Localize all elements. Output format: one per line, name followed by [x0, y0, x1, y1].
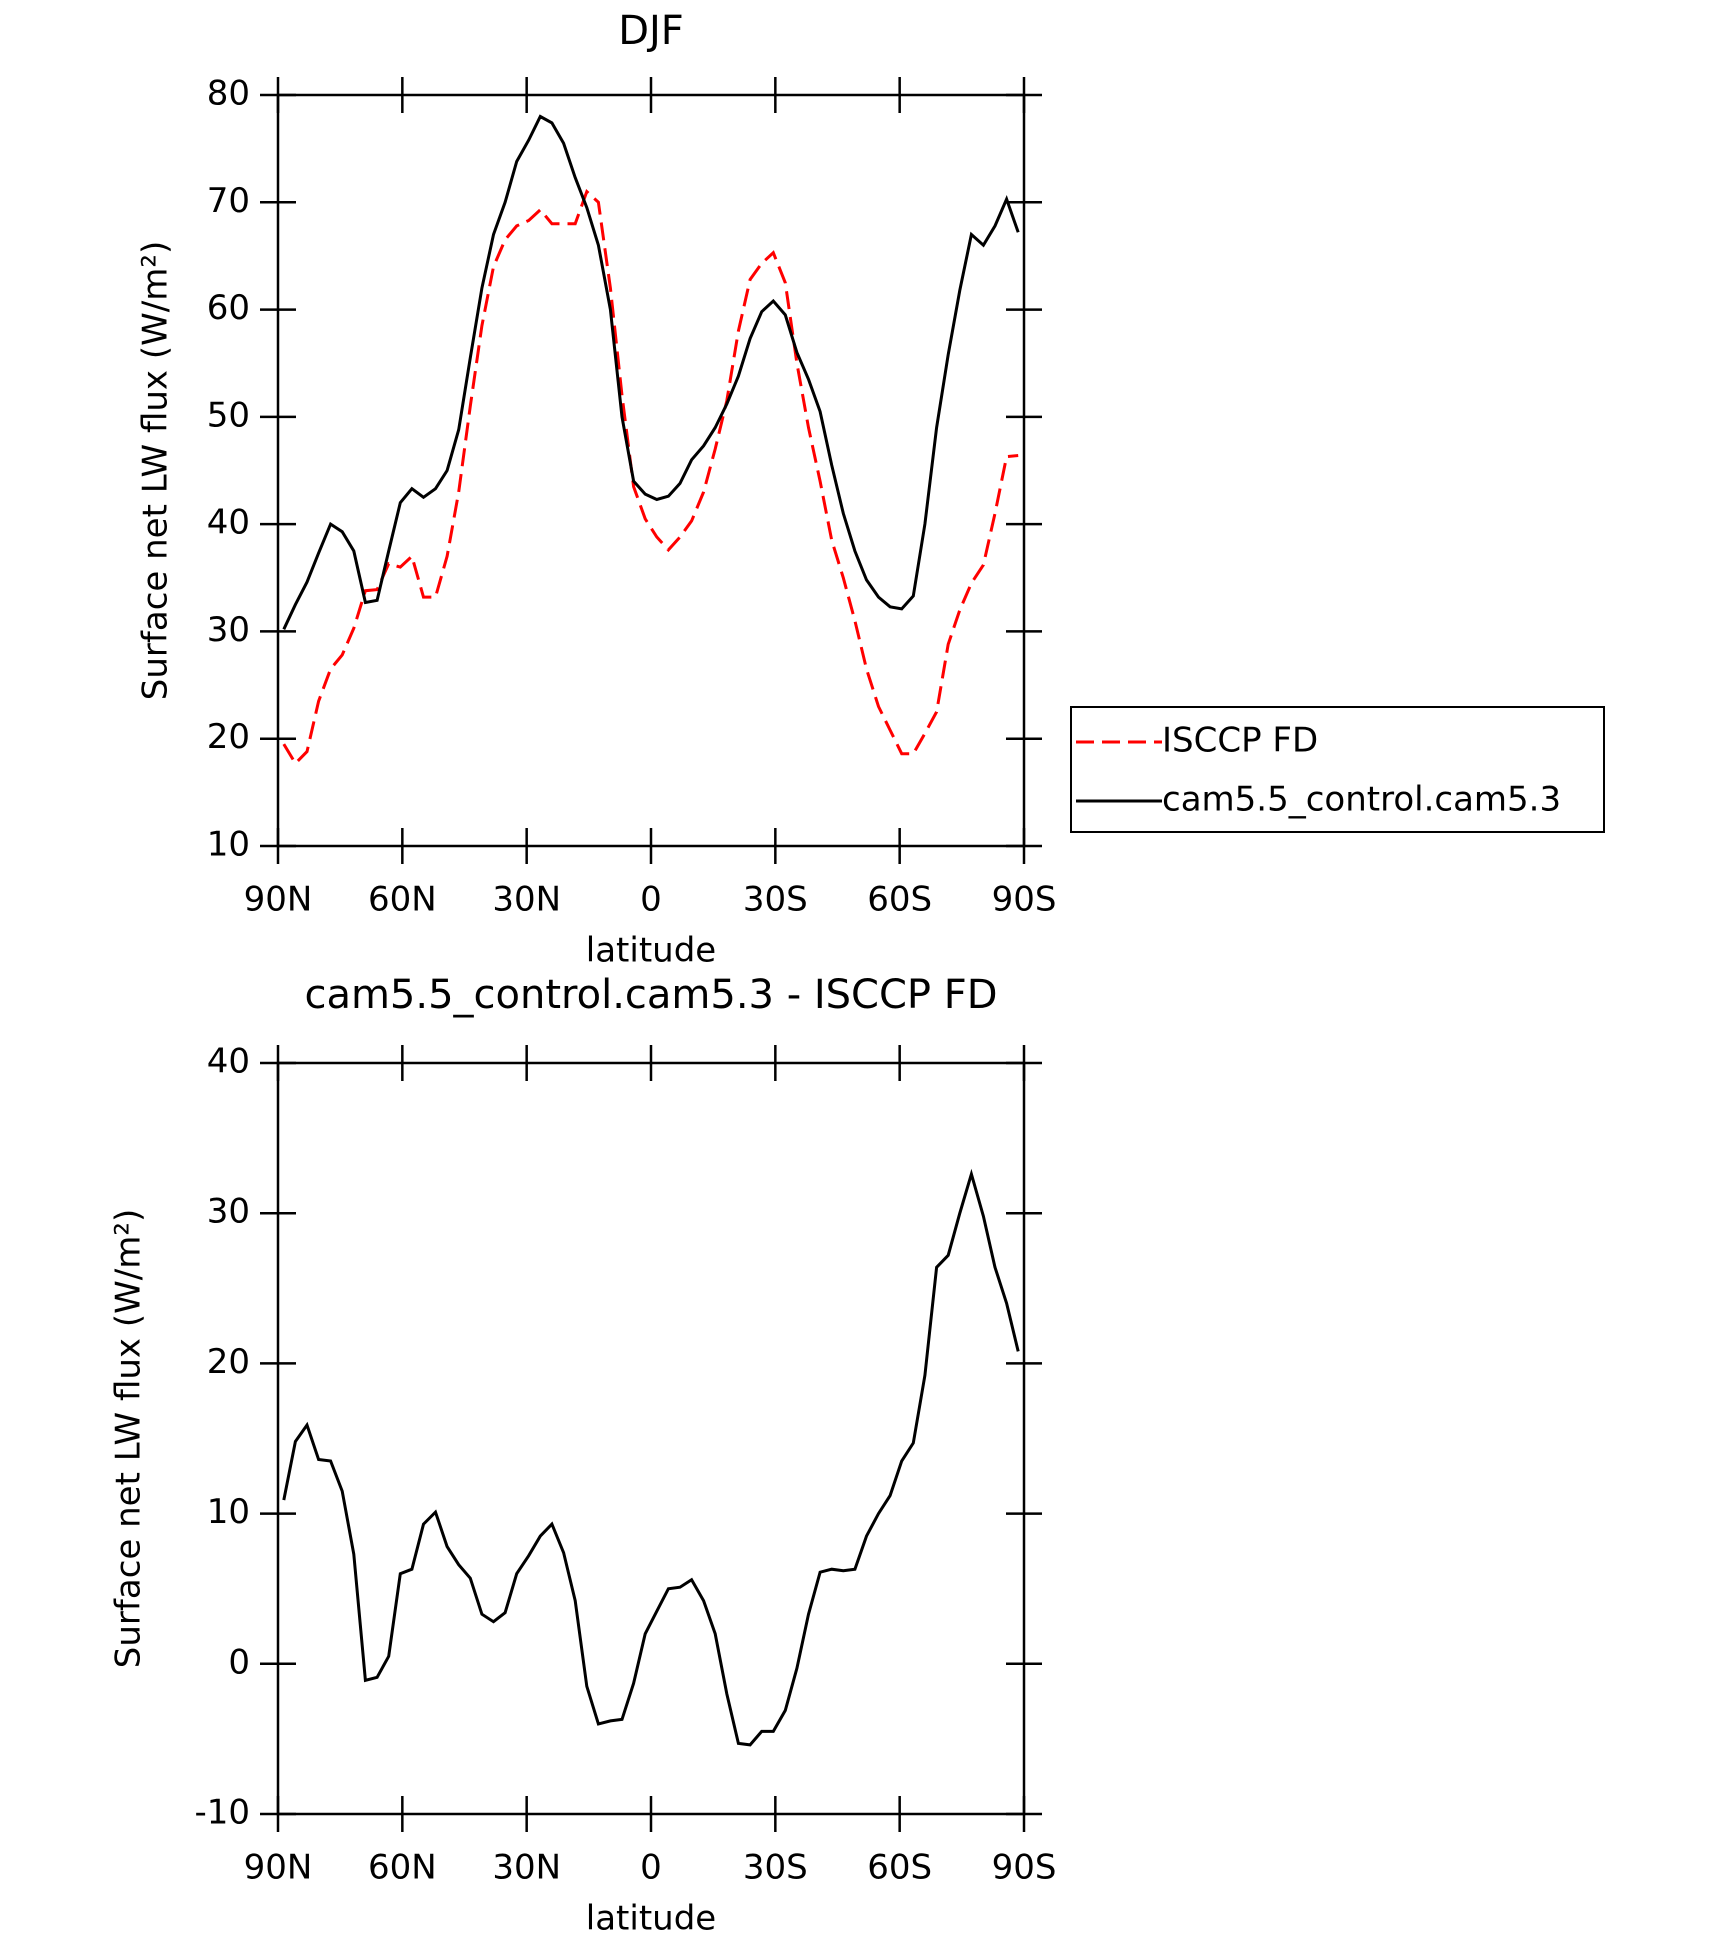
plot-frame	[276, 93, 1026, 848]
x-tick-label: 60N	[368, 1848, 437, 1888]
x-tick-label: 90N	[244, 1848, 313, 1888]
y-tick-label: -10	[194, 1793, 250, 1833]
y-tick-label: 50	[207, 395, 250, 435]
x-tick-label: 30S	[743, 880, 808, 920]
x-tick-label: 60S	[867, 880, 932, 920]
x-tick-label: 60N	[368, 880, 437, 920]
x-tick-label: 90S	[992, 880, 1057, 920]
legend-label: cam5.5_control.cam5.3	[1162, 780, 1561, 820]
data-line	[282, 114, 1020, 630]
data-line	[282, 188, 1019, 766]
x-tick-label: 30N	[492, 1848, 561, 1888]
y-tick-label: 30	[207, 610, 250, 650]
y-axis-label: Surface net LW flux (W/m²)	[109, 1209, 149, 1668]
y-tick-label: 70	[207, 181, 250, 221]
data-line	[282, 1168, 1020, 1747]
plot-frame	[276, 1061, 1026, 1816]
x-tick-label: 60S	[867, 1848, 932, 1888]
x-tick-label: 30N	[492, 880, 561, 920]
x-axis-label: latitude	[586, 931, 716, 971]
legend-box	[1070, 706, 1605, 833]
x-tick-label: 0	[640, 1848, 662, 1888]
x-axis-label: latitude	[586, 1899, 716, 1939]
chart-title: cam5.5_control.cam5.3 - ISCCP FD	[304, 972, 997, 1018]
x-tick-label: 30S	[743, 1848, 808, 1888]
chart-title: DJF	[618, 8, 684, 54]
y-tick-label: 40	[207, 503, 250, 543]
y-tick-label: 60	[207, 288, 250, 328]
y-tick-label: 40	[207, 1042, 250, 1082]
legend-label: ISCCP FD	[1162, 721, 1318, 761]
x-tick-label: 90N	[244, 880, 313, 920]
x-tick-label: 0	[640, 880, 662, 920]
y-tick-label: 20	[207, 1342, 250, 1382]
y-tick-label: 10	[207, 825, 250, 865]
y-tick-label: 30	[207, 1192, 250, 1232]
y-tick-label: 80	[207, 74, 250, 114]
y-tick-label: 10	[207, 1492, 250, 1532]
y-tick-label: 0	[228, 1642, 250, 1682]
y-tick-label: 20	[207, 717, 250, 757]
x-tick-label: 90S	[992, 1848, 1057, 1888]
y-axis-label: Surface net LW flux (W/m²)	[136, 241, 176, 700]
